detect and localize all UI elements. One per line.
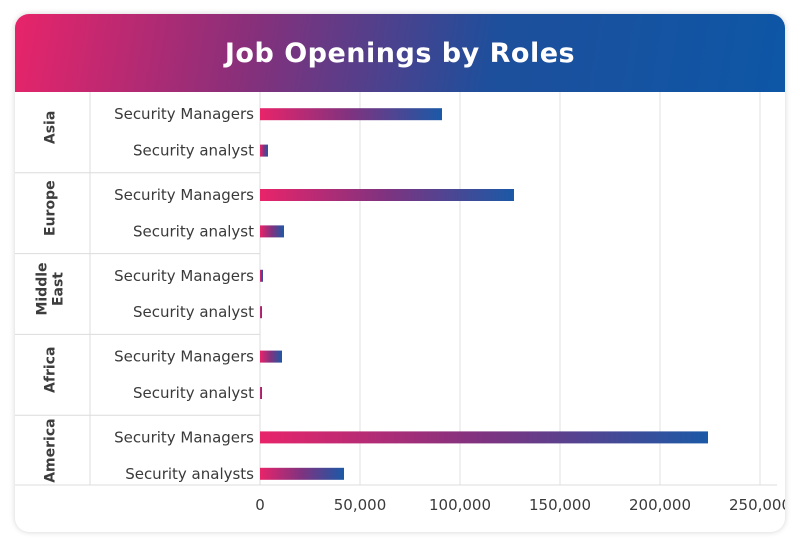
- x-tick-label: 250,000: [729, 496, 785, 514]
- role-label: Security Managers: [114, 428, 254, 446]
- chart-header: Job Openings by Roles: [15, 14, 785, 92]
- bar: [260, 306, 262, 319]
- role-label: Security analyst: [133, 384, 254, 402]
- bar: [260, 225, 284, 238]
- bar: [260, 431, 708, 444]
- role-label: Security analyst: [133, 303, 254, 321]
- chart-plot: 0 50,000 100,000 150,000 200,000 250,000 Asia S…: [15, 92, 785, 514]
- x-tick-label: 50,000: [334, 496, 387, 514]
- bar: [260, 467, 344, 480]
- region-label: Asia: [43, 111, 59, 144]
- bar: [260, 144, 268, 157]
- x-tick-label: 100,000: [429, 496, 491, 514]
- region-label: America: [43, 418, 59, 482]
- x-tick-label: 200,000: [629, 496, 691, 514]
- region-label: Africa: [43, 347, 59, 393]
- chart-card: Job Openings by Roles 0 50,000 100,000 150,…: [15, 14, 785, 532]
- x-tick-label: 150,000: [529, 496, 591, 514]
- region-label: East: [51, 272, 67, 306]
- bar: [260, 269, 263, 282]
- x-tick-label: 0: [255, 496, 265, 514]
- role-label: Security analyst: [133, 142, 254, 160]
- role-label: Security Managers: [114, 267, 254, 285]
- bar: [260, 350, 282, 363]
- role-label: Security Managers: [114, 105, 254, 123]
- bar: [260, 387, 262, 399]
- chart-title: Job Openings by Roles: [224, 37, 576, 69]
- region-label: Europe: [43, 180, 59, 236]
- region-label: Middle: [35, 262, 51, 315]
- bar: [260, 189, 514, 201]
- bar: [260, 108, 442, 121]
- role-label: Security analysts: [125, 465, 254, 483]
- role-label: Security Managers: [114, 348, 254, 366]
- role-label: Security Managers: [114, 186, 254, 204]
- role-label: Security analyst: [133, 222, 254, 240]
